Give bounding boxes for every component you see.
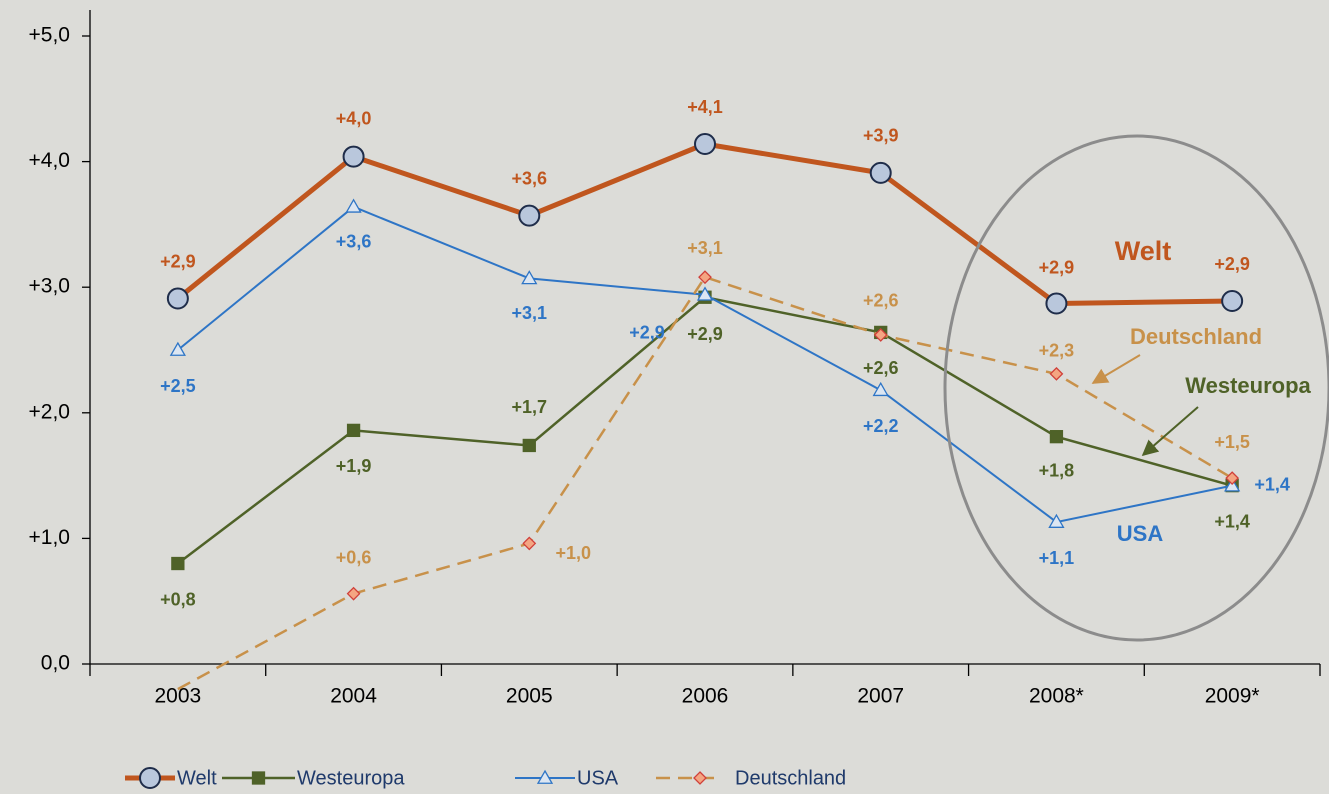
data-label: +1,4 xyxy=(1254,474,1290,494)
annotation: Welt xyxy=(1115,236,1172,266)
marker xyxy=(139,767,161,789)
data-label: +2,5 xyxy=(160,376,196,396)
marker xyxy=(166,287,189,310)
data-label: +3,1 xyxy=(687,238,723,258)
x-tick-label: 2007 xyxy=(857,685,904,708)
data-label: +1,7 xyxy=(512,397,548,417)
legend-label: Deutschland xyxy=(735,767,846,789)
marker xyxy=(693,771,707,785)
annotation: USA xyxy=(1117,521,1164,546)
marker xyxy=(1225,471,1240,486)
data-label: +2,9 xyxy=(160,251,196,271)
marker xyxy=(346,423,361,438)
data-label: +3,6 xyxy=(512,168,548,188)
marker xyxy=(698,270,712,285)
marker xyxy=(1049,366,1064,381)
marker xyxy=(169,341,186,356)
x-tick-label: 2003 xyxy=(154,685,201,708)
y-tick-label: +2,0 xyxy=(29,400,70,423)
data-label: +2,6 xyxy=(863,358,899,378)
y-tick-label: +1,0 xyxy=(29,526,70,549)
marker xyxy=(345,198,362,213)
y-tick-label: +5,0 xyxy=(29,24,70,47)
x-tick-label: 2008* xyxy=(1029,685,1084,708)
data-label: +1,9 xyxy=(336,456,372,476)
data-label: +1,1 xyxy=(1039,548,1075,568)
marker xyxy=(1045,292,1068,315)
data-label: +1,0 xyxy=(556,543,592,563)
marker xyxy=(536,769,554,784)
data-label: +3,6 xyxy=(336,232,372,252)
legend-label: Westeuropa xyxy=(297,767,405,789)
data-label: +3,1 xyxy=(512,303,548,323)
data-label: +1,4 xyxy=(1214,511,1250,531)
data-label: +2,6 xyxy=(863,291,899,311)
data-label: +1,8 xyxy=(1039,460,1075,480)
data-label: +2,9 xyxy=(629,322,665,342)
x-tick-label: 2005 xyxy=(506,685,553,708)
marker xyxy=(251,771,266,785)
data-label: +2,9 xyxy=(1039,257,1075,277)
x-tick-label: 2009* xyxy=(1205,685,1260,708)
data-label: +4,0 xyxy=(336,108,372,128)
data-label: +2,3 xyxy=(1039,341,1075,361)
legend-label: Welt xyxy=(177,767,217,789)
arrow xyxy=(1141,406,1199,457)
marker xyxy=(346,586,361,601)
marker xyxy=(1048,513,1065,528)
marker xyxy=(1049,430,1064,444)
x-tick-label: 2006 xyxy=(682,685,729,708)
annotation: Westeuropa xyxy=(1185,373,1311,398)
marker xyxy=(518,204,541,227)
data-label: +2,9 xyxy=(687,324,723,344)
data-label: +4,1 xyxy=(687,97,723,117)
data-label: +2,2 xyxy=(863,416,899,436)
legend-label: USA xyxy=(577,767,619,789)
marker xyxy=(694,133,716,156)
marker xyxy=(873,328,888,342)
highlight-ellipse xyxy=(943,134,1329,642)
marker xyxy=(521,270,538,285)
marker xyxy=(522,536,537,551)
marker xyxy=(522,438,536,453)
marker xyxy=(1221,290,1244,313)
marker xyxy=(696,286,714,301)
marker xyxy=(171,556,185,571)
y-tick-label: +4,0 xyxy=(29,149,70,172)
x-tick-label: 2004 xyxy=(330,685,377,708)
marker xyxy=(872,381,889,397)
data-label: +2,9 xyxy=(1214,254,1250,274)
data-label: +1,5 xyxy=(1214,432,1250,452)
data-label: +0,6 xyxy=(336,547,372,567)
y-tick-label: +3,0 xyxy=(29,275,70,298)
marker xyxy=(869,161,892,184)
annotation: Deutschland xyxy=(1130,324,1262,349)
data-label: +0,8 xyxy=(160,589,196,609)
arrow xyxy=(1091,354,1141,384)
data-label: +3,9 xyxy=(863,126,899,146)
marker xyxy=(342,145,365,168)
y-tick-label: 0,0 xyxy=(41,652,70,675)
